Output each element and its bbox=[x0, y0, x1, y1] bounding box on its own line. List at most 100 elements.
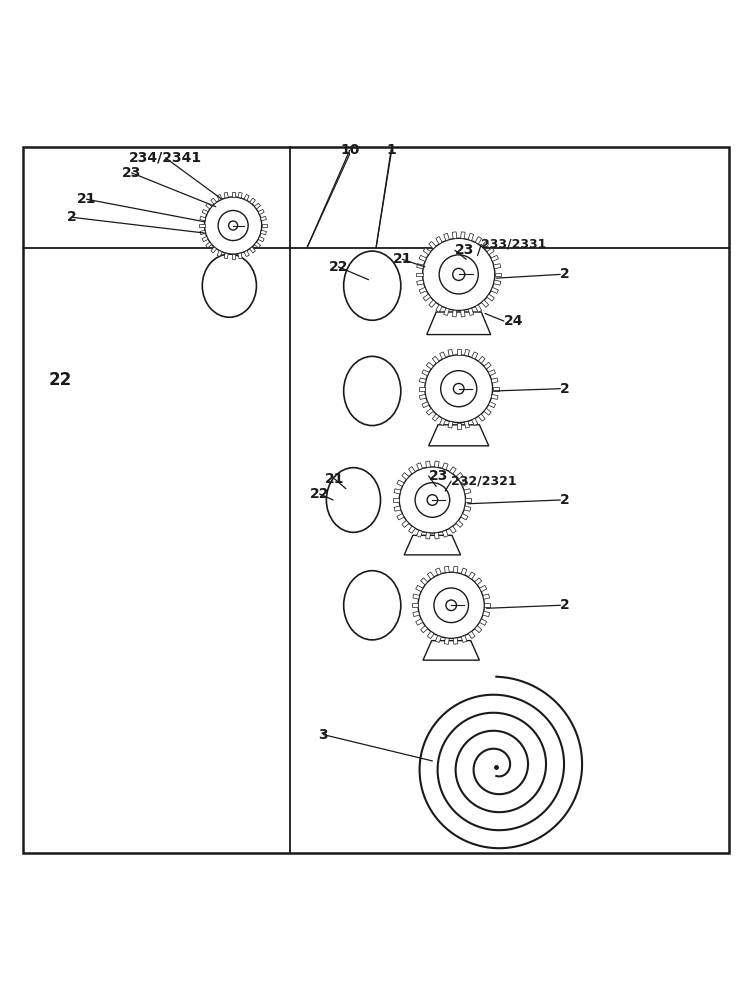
Polygon shape bbox=[417, 264, 424, 269]
Polygon shape bbox=[483, 611, 490, 617]
Text: 2: 2 bbox=[560, 267, 570, 281]
Circle shape bbox=[399, 467, 465, 533]
Polygon shape bbox=[480, 619, 487, 625]
Polygon shape bbox=[444, 566, 449, 573]
Polygon shape bbox=[261, 216, 266, 221]
Text: 2: 2 bbox=[560, 598, 570, 612]
Text: 2: 2 bbox=[67, 210, 76, 224]
Polygon shape bbox=[491, 287, 499, 293]
Polygon shape bbox=[480, 585, 487, 592]
Polygon shape bbox=[426, 408, 433, 415]
Polygon shape bbox=[232, 254, 235, 259]
Polygon shape bbox=[461, 232, 465, 239]
Polygon shape bbox=[211, 198, 217, 204]
Ellipse shape bbox=[202, 254, 256, 317]
Polygon shape bbox=[484, 603, 490, 607]
Polygon shape bbox=[436, 305, 442, 312]
Text: 22: 22 bbox=[310, 487, 329, 501]
Polygon shape bbox=[426, 533, 430, 539]
Polygon shape bbox=[429, 241, 436, 249]
Polygon shape bbox=[475, 237, 481, 244]
Polygon shape bbox=[420, 578, 428, 585]
Polygon shape bbox=[487, 294, 494, 301]
Polygon shape bbox=[423, 248, 431, 255]
Polygon shape bbox=[484, 362, 491, 369]
Ellipse shape bbox=[326, 468, 381, 532]
Text: 21: 21 bbox=[393, 252, 412, 266]
Polygon shape bbox=[461, 514, 468, 520]
Polygon shape bbox=[435, 568, 441, 575]
Polygon shape bbox=[472, 352, 478, 359]
Polygon shape bbox=[200, 230, 205, 235]
Polygon shape bbox=[448, 349, 453, 356]
Polygon shape bbox=[422, 402, 429, 408]
Polygon shape bbox=[450, 467, 456, 474]
Polygon shape bbox=[468, 233, 474, 241]
Polygon shape bbox=[419, 387, 425, 391]
Text: 2: 2 bbox=[560, 493, 570, 507]
Polygon shape bbox=[442, 463, 448, 470]
Polygon shape bbox=[200, 216, 205, 221]
Polygon shape bbox=[402, 473, 409, 480]
Polygon shape bbox=[417, 280, 424, 285]
Polygon shape bbox=[426, 362, 433, 369]
Circle shape bbox=[418, 572, 484, 638]
Polygon shape bbox=[453, 638, 458, 644]
Polygon shape bbox=[413, 611, 420, 617]
Polygon shape bbox=[238, 192, 242, 198]
Polygon shape bbox=[475, 626, 482, 633]
Polygon shape bbox=[393, 498, 399, 502]
Polygon shape bbox=[453, 232, 456, 239]
Polygon shape bbox=[491, 255, 499, 261]
Polygon shape bbox=[394, 506, 401, 511]
Text: 1: 1 bbox=[387, 143, 396, 157]
Polygon shape bbox=[453, 310, 456, 317]
Polygon shape bbox=[440, 418, 446, 426]
Polygon shape bbox=[432, 414, 439, 421]
Polygon shape bbox=[427, 631, 434, 639]
Ellipse shape bbox=[344, 251, 401, 320]
Polygon shape bbox=[202, 209, 208, 215]
Polygon shape bbox=[419, 255, 426, 261]
Polygon shape bbox=[472, 418, 478, 426]
Polygon shape bbox=[461, 310, 465, 317]
Polygon shape bbox=[475, 578, 482, 585]
Polygon shape bbox=[397, 480, 404, 486]
Polygon shape bbox=[211, 247, 217, 253]
Text: 22: 22 bbox=[329, 260, 348, 274]
Polygon shape bbox=[495, 273, 502, 276]
Polygon shape bbox=[394, 489, 401, 494]
Polygon shape bbox=[261, 230, 266, 235]
Text: 21: 21 bbox=[325, 472, 344, 486]
Polygon shape bbox=[397, 514, 404, 520]
Polygon shape bbox=[408, 467, 415, 474]
Polygon shape bbox=[444, 638, 449, 644]
Text: 24: 24 bbox=[504, 314, 523, 328]
Polygon shape bbox=[402, 520, 409, 527]
Polygon shape bbox=[481, 300, 489, 307]
Polygon shape bbox=[468, 308, 474, 315]
Polygon shape bbox=[408, 526, 415, 533]
Text: 10: 10 bbox=[340, 143, 359, 157]
Polygon shape bbox=[478, 414, 485, 421]
Polygon shape bbox=[417, 530, 423, 537]
Polygon shape bbox=[465, 498, 472, 502]
Polygon shape bbox=[478, 356, 485, 363]
Text: 23: 23 bbox=[122, 166, 141, 180]
Polygon shape bbox=[481, 241, 489, 249]
Polygon shape bbox=[493, 280, 501, 285]
Polygon shape bbox=[258, 209, 264, 215]
Text: 3: 3 bbox=[319, 728, 328, 742]
Text: 23: 23 bbox=[429, 469, 448, 483]
Polygon shape bbox=[244, 251, 249, 257]
Polygon shape bbox=[493, 387, 499, 391]
Polygon shape bbox=[429, 300, 436, 307]
Polygon shape bbox=[456, 349, 461, 355]
Polygon shape bbox=[488, 402, 496, 408]
Ellipse shape bbox=[344, 356, 401, 426]
Polygon shape bbox=[444, 233, 450, 241]
Polygon shape bbox=[416, 619, 423, 625]
Polygon shape bbox=[456, 423, 461, 429]
Ellipse shape bbox=[344, 571, 401, 640]
Polygon shape bbox=[232, 192, 235, 197]
